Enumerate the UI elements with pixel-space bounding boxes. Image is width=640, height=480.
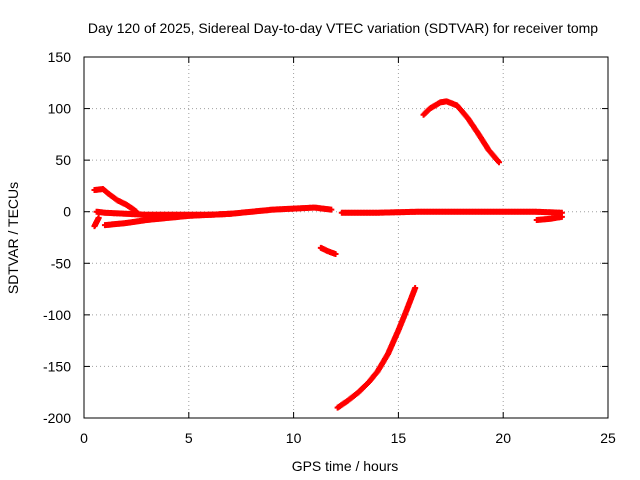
data-point: [332, 251, 339, 258]
series-early-decay-arc: [91, 186, 140, 215]
data-point: [95, 214, 102, 221]
x-tick-label: 20: [495, 430, 511, 446]
y-tick-label: -50: [51, 255, 71, 271]
series-big-negative-ramp: [334, 285, 419, 411]
y-axis-title: SDTVAR / TECUs: [5, 182, 21, 294]
data-points: [91, 98, 565, 411]
series-small-neg-segment: [317, 244, 339, 258]
y-tick-label: 150: [48, 49, 72, 65]
data-point: [558, 213, 565, 220]
y-tick-label: 0: [63, 204, 71, 220]
x-tick-label: 5: [185, 430, 193, 446]
data-point: [328, 206, 335, 213]
data-point: [412, 285, 419, 292]
data-point: [496, 159, 503, 166]
axes: 0 5 10 15 20 25 -200 -150 -100 -50 0 50 100 150: [43, 49, 616, 446]
y-tick-label: 100: [48, 101, 72, 117]
x-tick-label: 10: [286, 430, 302, 446]
series-positive-hump: [420, 98, 503, 166]
y-tick-label: -200: [43, 410, 71, 426]
data-point: [133, 208, 140, 215]
plot-frame: [83, 56, 609, 419]
y-tick-label: -150: [43, 358, 71, 374]
x-tick-label: 25: [600, 430, 616, 446]
x-axis-title: GPS time / hours: [292, 458, 399, 474]
series-main-band-lower: [101, 210, 234, 229]
series-late-flat-band: [338, 208, 565, 216]
y-tick-label: -100: [43, 307, 71, 323]
series-late-dip-segment: [533, 213, 565, 223]
x-tick-label: 0: [80, 430, 88, 446]
y-tick-label: 50: [55, 152, 71, 168]
series-early-neg-segment: [91, 214, 102, 230]
chart-title: Day 120 of 2025, Sidereal Day-to-day VTE…: [88, 20, 598, 36]
data-point: [227, 210, 234, 217]
x-tick-label: 15: [391, 430, 407, 446]
